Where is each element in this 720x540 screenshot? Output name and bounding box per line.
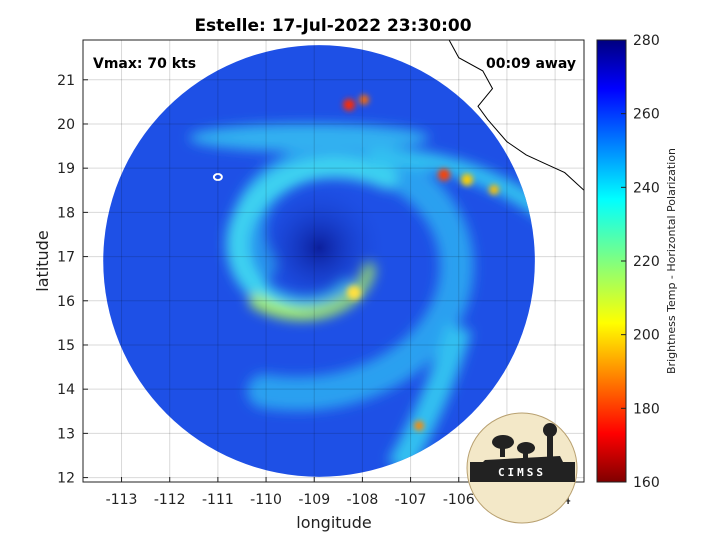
y-tick-label: 16 bbox=[57, 294, 75, 310]
y-tick-label: 17 bbox=[57, 250, 75, 266]
colorbar-tick-label: 240 bbox=[633, 180, 660, 196]
y-tick-label: 15 bbox=[57, 338, 75, 354]
y-tick-label: 13 bbox=[57, 426, 75, 442]
x-tick-label: -106 bbox=[443, 492, 475, 508]
northeast-band bbox=[368, 148, 535, 230]
y-axis-ticks: 12 13 14 15 16 17 18 19 20 21 bbox=[57, 73, 88, 487]
colorbar-ticks: 160 180 200 220 240 260 280 bbox=[621, 33, 660, 491]
deep-convection bbox=[343, 94, 500, 431]
colorbar-tick-label: 280 bbox=[633, 33, 660, 49]
north-arc-band bbox=[189, 123, 430, 152]
colorbar-tick-label: 260 bbox=[633, 107, 660, 123]
coastline bbox=[448, 40, 584, 191]
colorbar-label: Brightness Temp - Horizontal Polarizatio… bbox=[665, 148, 678, 374]
x-tick-label: -111 bbox=[202, 492, 234, 508]
y-tick-label: 12 bbox=[57, 471, 75, 487]
storm-eye bbox=[249, 177, 390, 318]
y-axis-label: latitude bbox=[33, 230, 52, 291]
y-tick-label: 19 bbox=[57, 161, 75, 177]
y-tick-label: 21 bbox=[57, 73, 75, 89]
x-tick-label: -108 bbox=[347, 492, 379, 508]
logo-banner bbox=[470, 462, 575, 482]
time-offset-annotation: 00:09 away bbox=[486, 56, 576, 72]
vmax-annotation: Vmax: 70 kts bbox=[93, 56, 196, 72]
plot-frame bbox=[82, 39, 585, 483]
x-tick-label: -113 bbox=[106, 492, 138, 508]
island bbox=[212, 173, 223, 182]
colorbar-tick-label: 200 bbox=[633, 328, 660, 344]
colorbar-tick-label: 160 bbox=[633, 475, 660, 491]
y-tick-label: 14 bbox=[57, 382, 75, 398]
y-tick-label: 18 bbox=[57, 205, 75, 221]
grid-lines bbox=[83, 40, 584, 482]
x-tick-label: -112 bbox=[154, 492, 186, 508]
colorbar-tick-label: 180 bbox=[633, 401, 660, 417]
rain-bands bbox=[189, 123, 535, 475]
x-tick-label: -107 bbox=[395, 492, 427, 508]
cimss-logo: CIMSS bbox=[466, 412, 578, 524]
logo-text: CIMSS bbox=[498, 466, 546, 479]
southeast-band bbox=[387, 324, 472, 475]
x-tick-label: -109 bbox=[298, 492, 330, 508]
x-tick-label: -110 bbox=[250, 492, 282, 508]
chart-title: Estelle: 17-Jul-2022 23:30:00 bbox=[194, 16, 471, 36]
x-axis-label: longitude bbox=[296, 513, 371, 532]
y-tick-label: 20 bbox=[57, 117, 75, 133]
colorbar-tick-label: 220 bbox=[633, 254, 660, 270]
